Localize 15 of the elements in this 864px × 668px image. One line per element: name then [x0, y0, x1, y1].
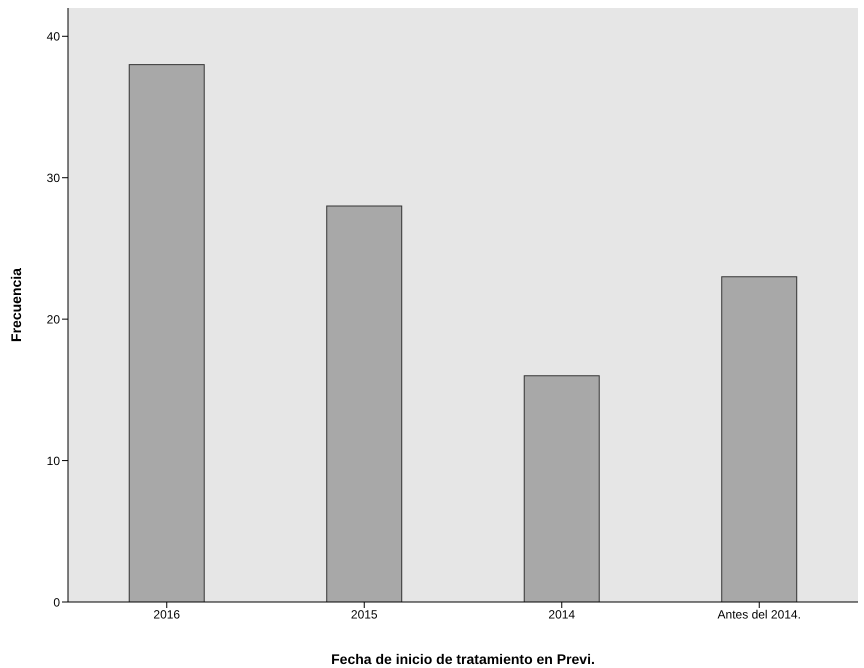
x-tick-label: 2015	[350, 608, 378, 622]
x-axis-title: Fecha de inicio de tratamiento en Previ.	[331, 651, 595, 667]
x-tick-label: Antes del 2014.	[718, 608, 801, 622]
bar	[326, 206, 402, 602]
y-tick-label: 30	[46, 170, 60, 185]
y-axis-title: Frecuencia	[8, 268, 24, 342]
bar	[721, 276, 798, 602]
x-tick-label: 2016	[153, 608, 180, 622]
bar	[524, 375, 600, 602]
y-tick-label: 0	[53, 595, 60, 610]
y-tick-label: 20	[46, 312, 60, 326]
x-tick-label: 2014	[548, 608, 576, 622]
y-tick-label: 10	[46, 454, 60, 468]
y-tick-label: 40	[46, 30, 60, 44]
bar	[128, 64, 205, 602]
